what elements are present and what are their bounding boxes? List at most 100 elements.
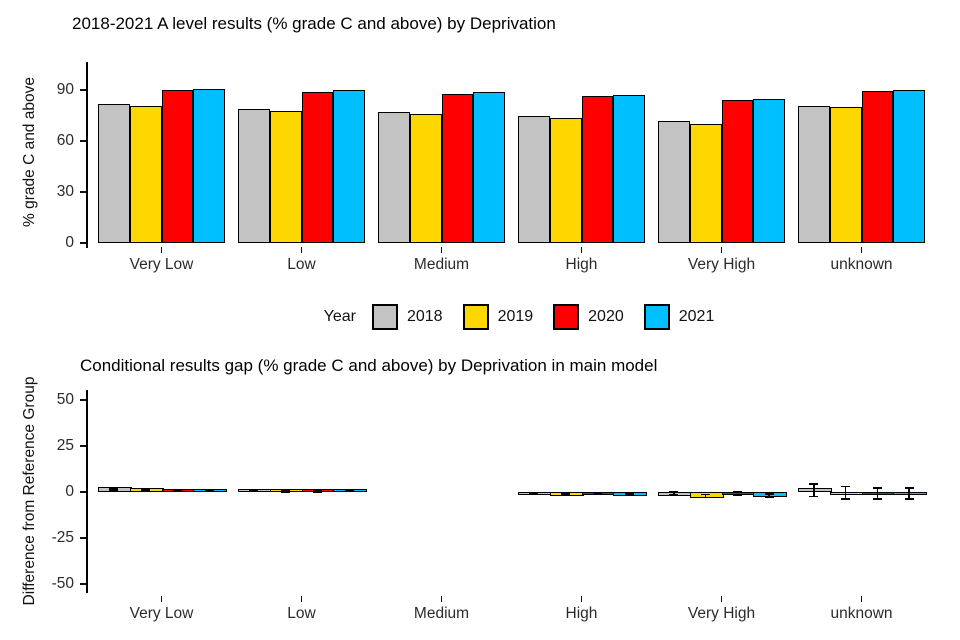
x-tick-mark <box>440 247 443 253</box>
error-bar <box>284 489 287 492</box>
error-bar <box>673 492 675 496</box>
x-tick-label-unknown: unknown <box>830 605 893 622</box>
error-bar-cap <box>141 489 151 492</box>
bar-2021-unknown <box>893 492 927 496</box>
error-bar <box>736 492 739 495</box>
y-tick-label: -25 <box>51 529 74 546</box>
error-bar-cap <box>249 490 259 493</box>
error-bar-cap <box>529 491 539 494</box>
error-bar-cap <box>624 493 634 496</box>
error-bar-cap <box>904 498 914 500</box>
x-tick-label-very-low: Very Low <box>129 605 194 622</box>
bar-2019-very-high <box>689 124 722 243</box>
bar-2020-high <box>581 96 614 243</box>
bar-2019-unknown <box>829 107 862 243</box>
top-plot-area: 0 30 60 90 Very Low Low Medium High Very High unk… <box>57 63 950 273</box>
error-bar-cap <box>592 491 602 494</box>
y-tick-mark <box>80 583 87 585</box>
error-bar-cap <box>312 489 322 492</box>
error-bar-cap <box>809 482 819 485</box>
error-bar <box>144 488 147 491</box>
error-bar-cap <box>701 496 711 499</box>
legend-title: Year <box>323 308 356 325</box>
legend-item-2021: 2021 <box>643 304 715 330</box>
error-bar-cap <box>109 487 119 490</box>
error-bar-cap <box>624 492 634 494</box>
bottom-plot-area: 50 25 0 -25 -50 Very Low Low Medium High Very Hig… <box>52 391 950 622</box>
error-bar-cap <box>841 498 851 501</box>
bar-2020-very-high <box>721 100 754 243</box>
y-tick-label: -50 <box>51 575 74 592</box>
x-tick-label-very-low: Very Low <box>129 256 194 273</box>
bar-2021-unknown <box>893 90 925 243</box>
error-bar <box>768 493 770 497</box>
error-bar <box>704 494 707 498</box>
error-bar <box>596 492 599 495</box>
x-tick-mark <box>160 596 163 602</box>
legend-label-2021: 2021 <box>678 308 715 325</box>
top-y-axis-line <box>86 62 89 248</box>
error-bar-cap <box>561 493 571 496</box>
legend-swatch-2019 <box>462 304 489 330</box>
error-bar-cap <box>172 490 182 493</box>
error-bar <box>533 492 535 495</box>
error-bar <box>908 487 910 499</box>
y-tick-mark <box>80 191 87 194</box>
error-bar <box>176 489 179 492</box>
x-tick-label-very-high: Very High <box>687 256 756 273</box>
error-bar <box>813 483 815 497</box>
error-bar-cap <box>701 493 711 496</box>
top-chart-title: 2018-2021 A level results (% grade C and… <box>72 14 556 33</box>
x-tick-label-medium: Medium <box>413 256 470 273</box>
x-tick-label-high: High <box>565 256 598 273</box>
error-bar <box>253 489 255 492</box>
error-bar-cap <box>732 491 742 493</box>
x-tick-mark <box>860 247 863 253</box>
y-tick-mark <box>80 537 87 539</box>
error-bar-cap <box>141 487 151 490</box>
bar-2021-very-low <box>193 88 225 243</box>
legend-label-2018: 2018 <box>406 308 443 325</box>
error-bar-cap <box>344 490 354 493</box>
error-bar <box>208 489 210 492</box>
error-bar-cap <box>592 493 602 496</box>
x-tick-mark <box>160 247 163 253</box>
bar-2020-unknown <box>861 91 894 243</box>
bar-2019-very-low <box>129 105 162 243</box>
error-bar-cap <box>249 488 259 491</box>
bottom-y-axis-line <box>86 390 89 593</box>
legend-swatch-2020 <box>553 304 580 330</box>
bar-2018-very-high <box>658 120 690 243</box>
error-bar-cap <box>109 489 119 492</box>
y-tick-mark <box>80 140 87 143</box>
error-bar <box>844 486 847 500</box>
bar-2021-medium <box>473 91 505 243</box>
bar-2018-very-low <box>98 103 130 243</box>
x-tick-mark <box>300 247 303 253</box>
legend: Year 2018 2019 2020 2021 <box>88 301 950 333</box>
top-y-axis-label: % grade C and above <box>21 77 38 227</box>
y-tick-label: 90 <box>56 81 74 99</box>
x-tick-label-medium: Medium <box>413 605 470 622</box>
x-tick-mark <box>720 596 723 602</box>
y-tick-label: 0 <box>65 234 74 251</box>
legend-item-2020: 2020 <box>553 304 624 330</box>
error-bar-cap <box>732 494 742 496</box>
error-bar-cap <box>764 492 774 495</box>
y-tick-mark <box>80 89 87 92</box>
error-bar-cap <box>561 492 571 494</box>
y-tick-label: 60 <box>56 132 74 150</box>
bar-2021-high <box>613 95 645 243</box>
bar-2020-low <box>301 91 334 243</box>
y-tick-mark <box>80 491 87 493</box>
x-tick-label-high: High <box>565 605 598 622</box>
error-bar-cap <box>872 498 882 500</box>
bar-2021-very-high <box>753 98 785 243</box>
x-tick-label-low: Low <box>287 256 316 273</box>
x-tick-mark <box>440 596 443 602</box>
bar-2020-medium <box>441 93 474 243</box>
legend-swatch-2021 <box>643 304 670 330</box>
y-tick-label: 0 <box>65 483 74 500</box>
x-tick-mark <box>580 596 583 602</box>
